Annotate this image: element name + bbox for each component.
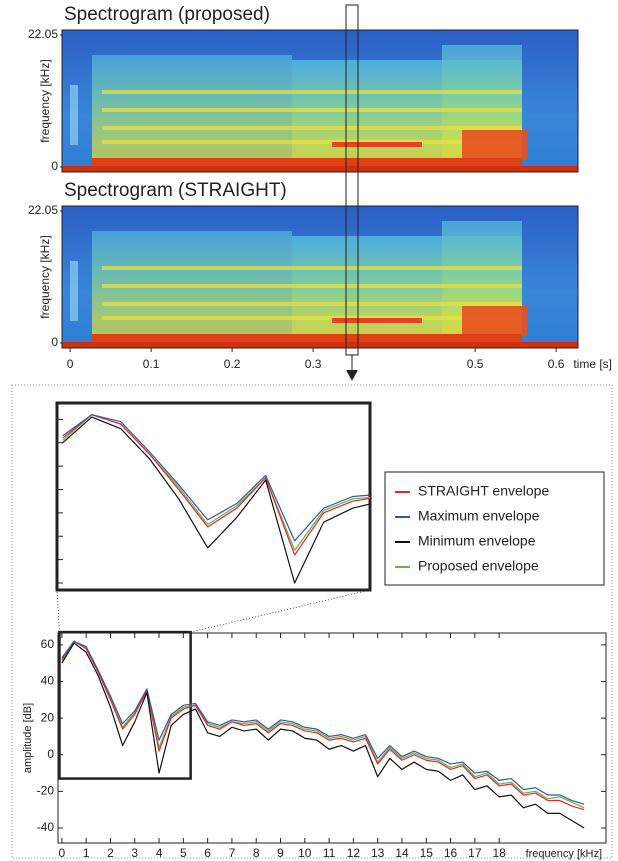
y-tick-label: 40 bbox=[41, 674, 55, 688]
x-tick-label: 0.2 bbox=[224, 357, 241, 371]
legend-label: Proposed envelope bbox=[418, 558, 539, 574]
connector bbox=[56, 589, 60, 633]
connector bbox=[190, 589, 371, 633]
y-tick-label: 0 bbox=[51, 335, 58, 349]
envelope-line bbox=[61, 642, 585, 829]
x-tick-label: 5 bbox=[180, 846, 187, 860]
title: Spectrogram (STRAIGHT) bbox=[64, 180, 287, 201]
y-tick-label: 60 bbox=[41, 637, 55, 651]
x-tick-label: 12 bbox=[347, 846, 361, 860]
x-tick-label: 0 bbox=[67, 357, 74, 371]
x-tick-label: 0.3 bbox=[305, 357, 322, 371]
y-tick-label: 0 bbox=[51, 159, 58, 173]
spectrogram-straight bbox=[62, 206, 578, 348]
x-tick-label: 0.6 bbox=[548, 357, 565, 371]
x-tick-label: 2 bbox=[107, 846, 114, 860]
x-tick-label: 0.5 bbox=[467, 357, 484, 371]
envelope-line-zoom bbox=[62, 414, 370, 542]
y-tick-label: -20 bbox=[37, 784, 55, 798]
x-tick-label: 13 bbox=[371, 846, 385, 860]
envelope-line-zoom bbox=[62, 416, 370, 584]
x-tick-label: 7 bbox=[229, 846, 236, 860]
x-axis-label: time [s] bbox=[573, 357, 612, 371]
frame bbox=[61, 205, 579, 349]
y-axis-label: amplitude [dB] bbox=[22, 703, 34, 773]
x-tick-label: 17 bbox=[468, 846, 482, 860]
x-tick-label: 11 bbox=[323, 846, 336, 860]
x-tick-label: 4 bbox=[156, 846, 163, 860]
envelope-line-zoom bbox=[62, 414, 370, 556]
plot-frame bbox=[57, 632, 607, 844]
y-axis-label: frequency [kHz] bbox=[38, 59, 52, 142]
y-tick-label: 22.05 bbox=[28, 27, 58, 41]
x-tick-label: 9 bbox=[277, 846, 284, 860]
detail-box bbox=[11, 384, 613, 859]
title: Spectrogram (proposed) bbox=[64, 4, 270, 25]
y-tick-label: 20 bbox=[41, 710, 55, 724]
x-tick-label: 3 bbox=[131, 846, 138, 860]
x-tick-label: 8 bbox=[253, 846, 260, 860]
x-tick-label: 1 bbox=[83, 846, 90, 860]
y-tick-label: 22.05 bbox=[28, 203, 58, 217]
x-tick-label: 15 bbox=[420, 846, 434, 860]
legend-label: STRAIGHT envelope bbox=[418, 483, 549, 499]
x-tick-label: 14 bbox=[395, 846, 409, 860]
legend bbox=[384, 471, 605, 586]
spectrogram-proposed bbox=[62, 30, 578, 172]
legend-label: Minimum envelope bbox=[418, 533, 536, 549]
envelope-line bbox=[61, 640, 585, 811]
y-tick-label: 0 bbox=[47, 747, 54, 761]
x-tick-label: 0.1 bbox=[143, 357, 160, 371]
x-tick-label: 16 bbox=[444, 846, 458, 860]
arrow-head bbox=[346, 370, 358, 381]
y-tick-label: -40 bbox=[37, 820, 55, 834]
x-axis-label: frequency [kHz] bbox=[526, 848, 602, 860]
x-tick-label: 10 bbox=[298, 846, 312, 860]
x-tick-label: 18 bbox=[492, 846, 506, 860]
envelope-line bbox=[61, 640, 585, 809]
envelope-line bbox=[61, 640, 585, 805]
x-tick-label: 0 bbox=[59, 846, 66, 860]
frame bbox=[61, 29, 579, 173]
inset bbox=[55, 401, 372, 592]
legend-label: Maximum envelope bbox=[418, 508, 540, 524]
y-axis-label: frequency [kHz] bbox=[38, 235, 52, 318]
x-tick-label: 6 bbox=[204, 846, 211, 860]
zoom-box bbox=[58, 630, 192, 780]
